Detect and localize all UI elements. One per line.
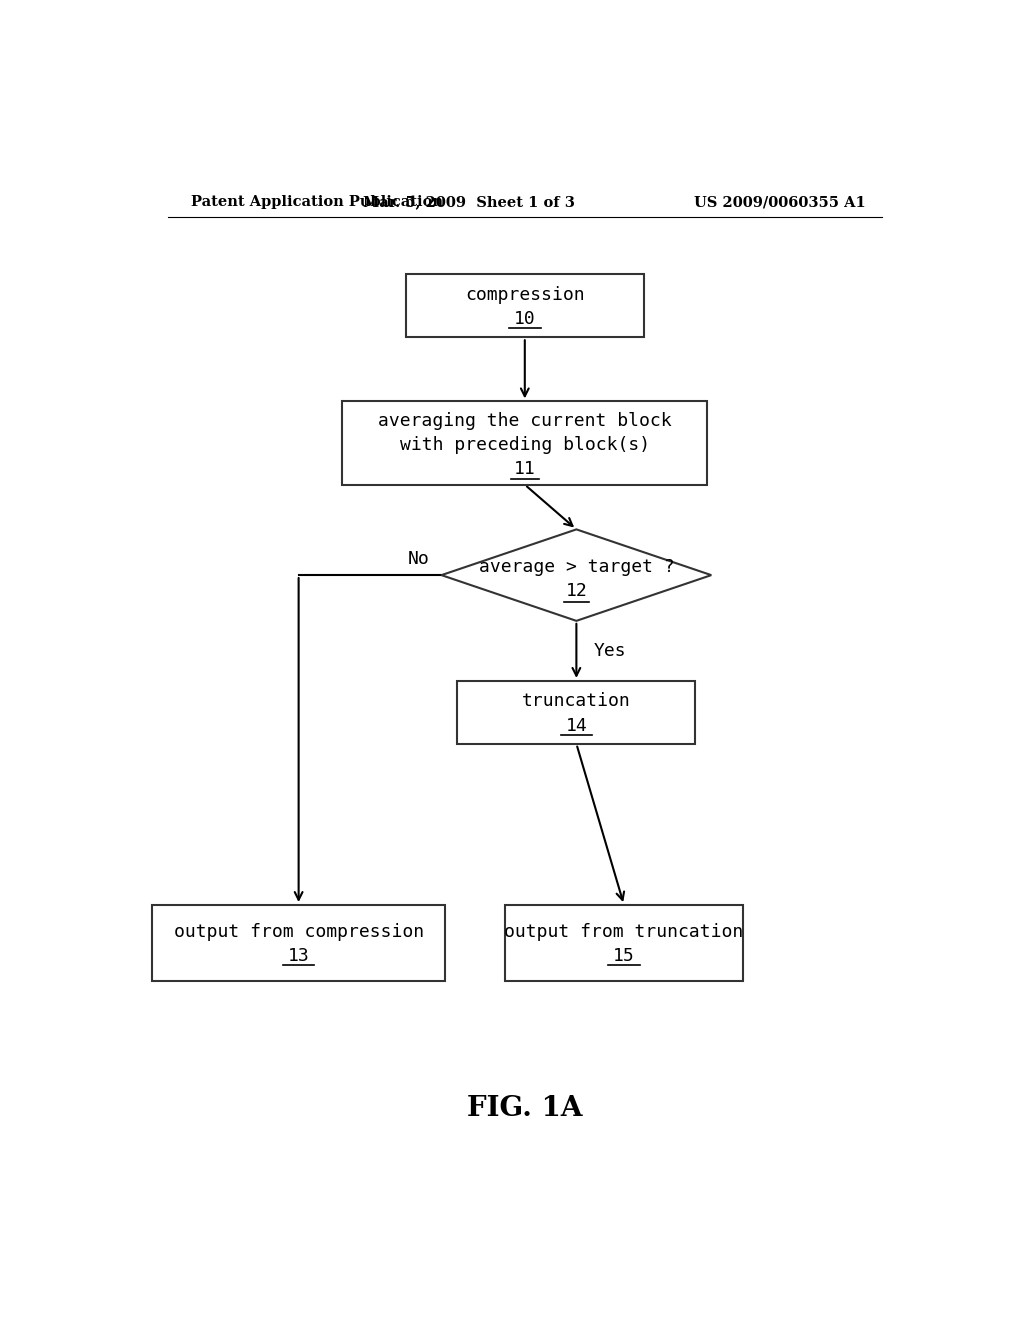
- Text: truncation: truncation: [522, 692, 631, 710]
- FancyBboxPatch shape: [406, 275, 644, 338]
- Text: with preceding block(s): with preceding block(s): [399, 436, 650, 454]
- Text: 15: 15: [613, 948, 635, 965]
- Text: 10: 10: [514, 310, 536, 327]
- Text: average > target ?: average > target ?: [478, 558, 674, 576]
- FancyBboxPatch shape: [458, 681, 695, 744]
- Text: 11: 11: [514, 461, 536, 478]
- Text: 13: 13: [288, 948, 309, 965]
- Polygon shape: [441, 529, 712, 620]
- Text: No: No: [408, 550, 429, 568]
- Text: FIG. 1A: FIG. 1A: [467, 1096, 583, 1122]
- Text: 14: 14: [565, 717, 587, 734]
- Text: Mar. 5, 2009  Sheet 1 of 3: Mar. 5, 2009 Sheet 1 of 3: [364, 195, 575, 209]
- Text: output from compression: output from compression: [173, 923, 424, 941]
- Text: Yes: Yes: [594, 642, 627, 660]
- Text: compression: compression: [465, 285, 585, 304]
- Text: output from truncation: output from truncation: [505, 923, 743, 941]
- Text: 12: 12: [565, 582, 587, 601]
- Text: Patent Application Publication: Patent Application Publication: [191, 195, 443, 209]
- FancyBboxPatch shape: [342, 401, 708, 484]
- FancyBboxPatch shape: [152, 906, 445, 981]
- FancyBboxPatch shape: [505, 906, 743, 981]
- Text: averaging the current block: averaging the current block: [378, 412, 672, 429]
- Text: US 2009/0060355 A1: US 2009/0060355 A1: [694, 195, 866, 209]
